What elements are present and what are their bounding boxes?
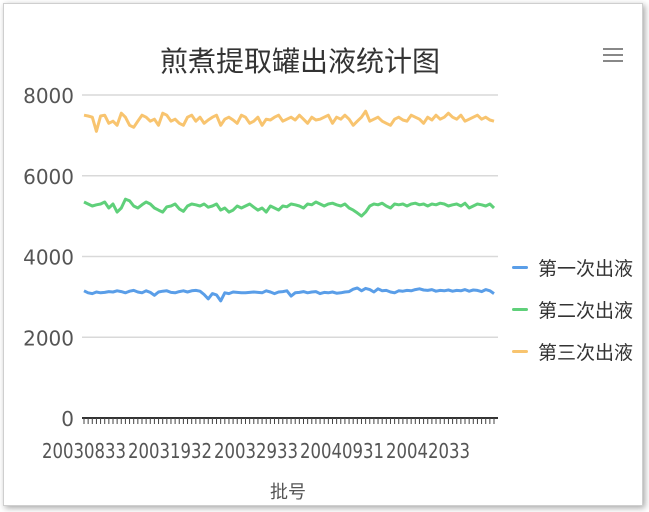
legend-swatch: [512, 307, 528, 311]
chart-title: 煎煮提取罐出液统计图: [159, 45, 440, 78]
series-lines: [83, 109, 496, 303]
grid-lines: [82, 94, 498, 419]
series-line-1: [83, 286, 495, 303]
legend-swatch: [512, 349, 528, 353]
legend-item-second[interactable]: 第二次出液: [512, 288, 633, 330]
y-tick-label: 8000: [23, 84, 74, 108]
y-tick-labels: 0 2000 4000 6000 8000: [23, 84, 74, 431]
chart-frame: [3, 3, 643, 506]
x-tick-label: 20031932: [128, 439, 212, 463]
y-tick-label: 4000: [23, 246, 74, 270]
legend: 第一次出液 第二次出液 第三次出液: [512, 246, 633, 372]
legend-item-third[interactable]: 第三次出液: [512, 330, 633, 372]
legend-label: 第三次出液: [538, 341, 634, 364]
legend-label: 第一次出液: [538, 257, 634, 280]
y-tick-label: 2000: [23, 326, 74, 350]
series-line-3: [83, 109, 495, 133]
x-tick-label: 20030833: [42, 439, 126, 463]
legend-item-first[interactable]: 第一次出液: [512, 246, 633, 288]
x-axis: 20030833 20031932 20032933 20040931 20042033: [42, 417, 498, 463]
x-tick-label: 20032933: [214, 439, 298, 463]
legend-label: 第二次出液: [538, 299, 634, 322]
y-tick-label: 0: [61, 407, 74, 431]
x-tick-label: 20040931: [300, 439, 384, 463]
x-tick-label: 20042033: [386, 439, 470, 463]
legend-swatch: [512, 265, 528, 269]
series-line-2: [83, 197, 496, 218]
y-tick-label: 6000: [23, 165, 74, 189]
x-axis-name: 批号: [270, 482, 306, 503]
hamburger-menu-icon[interactable]: [603, 45, 623, 65]
